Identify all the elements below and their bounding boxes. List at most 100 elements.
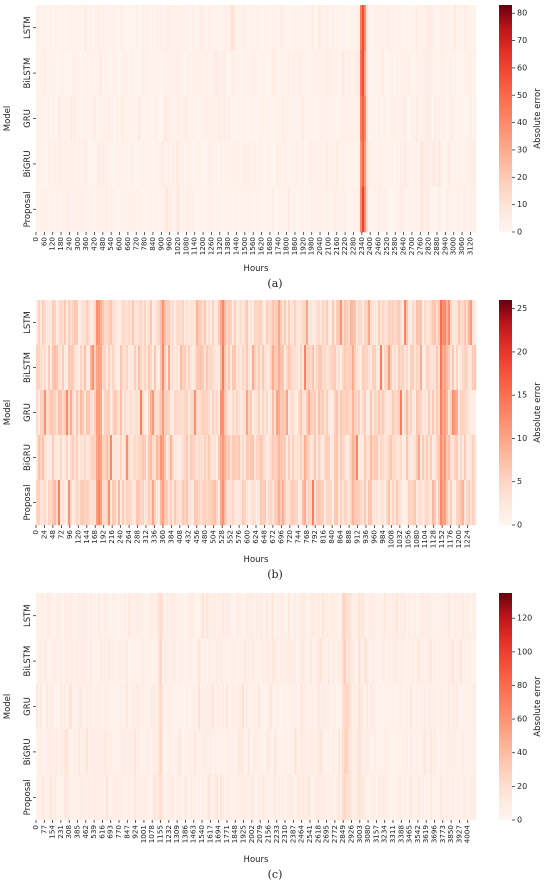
heatmap-cell [72,186,75,233]
heatmap-cell [368,5,371,51]
heatmap-cell [62,5,65,51]
heatmap-cell [198,95,201,142]
x-tick-label: 360 [81,237,90,251]
heatmap-cell [320,300,323,346]
heatmap-cell [306,141,309,187]
heatmap-cell [270,435,273,481]
heatmap-cell [356,345,359,391]
heatmap-cell [100,5,103,51]
heatmap-cell [160,638,163,685]
heatmap-cell [146,186,149,233]
heatmap-cell [38,390,41,436]
heatmap-cell [198,390,201,436]
heatmap-cell [102,186,105,233]
heatmap-cell [98,480,101,526]
heatmap-cell [470,480,473,526]
heatmap-cell [342,593,345,639]
heatmap-cell [136,186,139,233]
heatmap-cell [280,300,283,346]
heatmap-cell [222,683,225,730]
heatmap-cell [260,141,263,187]
heatmap-cell [460,186,463,233]
heatmap-cell [176,5,179,51]
heatmap-cell [398,435,401,481]
heatmap-cell [154,683,157,730]
x-tick-label: 2760 [415,237,424,256]
heatmap-cell [384,593,387,639]
heatmap-cell [284,141,287,187]
heatmap-cell [382,729,385,775]
heatmap-cell [378,5,381,51]
heatmap-cell [314,300,317,346]
heatmap-cell [372,50,375,97]
heatmap-cell [386,390,389,436]
x-tick-label: 744 [293,530,302,544]
heatmap-cell [68,774,71,821]
heatmap-cell [224,141,227,187]
heatmap-cell [142,390,145,436]
heatmap-cell [432,435,435,481]
heatmap-cell [204,345,207,391]
heatmap-cell [52,390,55,436]
heatmap-cell [408,729,411,775]
heatmap-cell [412,50,415,97]
heatmap-cell [316,345,319,391]
heatmap-cell [104,729,107,775]
heatmap-cell [454,435,457,481]
heatmap-cell [228,435,231,481]
heatmap-cell [438,345,441,391]
heatmap-cell [52,186,55,233]
heatmap-cell [412,480,415,526]
heatmap-cell [42,593,45,639]
heatmap-cell [342,186,345,233]
heatmap-cell [474,390,477,436]
heatmap-cell [390,390,393,436]
heatmap-cell [130,390,133,436]
heatmap-cell [102,774,105,821]
heatmap-cell [172,480,175,526]
x-tick-label: 432 [183,530,192,544]
heatmap-cell [348,729,351,775]
heatmap-cell [56,480,59,526]
heatmap-cell [354,729,357,775]
heatmap-cell [398,638,401,685]
heatmap-cell [360,729,363,775]
heatmap-cell [422,5,425,51]
heatmap-cell [242,638,245,685]
heatmap-cell [348,593,351,639]
heatmap-cell [346,638,349,685]
heatmap-cell [428,186,431,233]
heatmap-cell [280,5,283,51]
heatmap-cell [260,5,263,51]
heatmap-cell [104,390,107,436]
heatmap-cell [196,683,199,730]
heatmap-cell [420,186,423,233]
heatmap-cell [300,683,303,730]
heatmap-cell [304,186,307,233]
heatmap-cell [396,729,399,775]
heatmap-cell [326,729,329,775]
heatmap-cell [158,638,161,685]
heatmap-cell [474,729,477,775]
heatmap-cell [76,300,79,346]
heatmap-cell [418,345,421,391]
heatmap-cell [210,345,213,391]
heatmap-cell [164,50,167,97]
heatmap-cell [156,5,159,51]
heatmap-cell [88,729,91,775]
heatmap-cell [278,638,281,685]
x-tick-label: 3000 [449,237,458,256]
heatmap-cell [50,593,53,639]
heatmap-cell [176,345,179,391]
x-tick-label: 1080 [181,237,190,256]
heatmap-cell [52,729,55,775]
heatmap-cell [300,774,303,821]
heatmap-cell [302,683,305,730]
heatmap-cell [380,593,383,639]
heatmap-cell [192,435,195,481]
heatmap-cell [340,186,343,233]
x-tick-label: 2772 [330,825,339,843]
heatmap-cell [310,593,313,639]
heatmap-cell [308,729,311,775]
heatmap-cell [416,683,419,730]
